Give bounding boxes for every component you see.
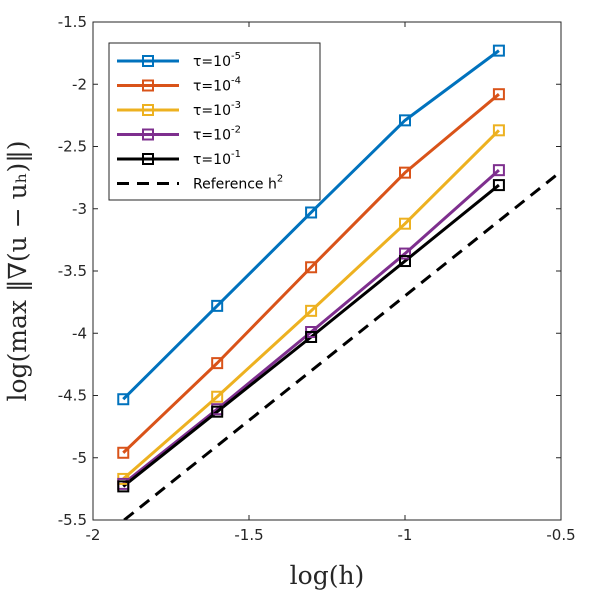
- series-2-marker: [492, 124, 505, 137]
- series-4-marker: [492, 179, 505, 192]
- series-3-marker: [492, 164, 505, 177]
- legend-label-5: Reference h2: [193, 174, 283, 193]
- series-4-marker: [117, 480, 130, 493]
- ticks-layer: -2 -1.5 -1 -0.5 -5.5 -5 -4.5 -4 -3.5 -3 -2.5 -2 -1.5: [58, 13, 576, 544]
- series-1-marker: [117, 446, 130, 459]
- series-1-marker: [492, 88, 505, 101]
- x-tick-label: -2: [86, 526, 101, 544]
- series-layer: [117, 44, 561, 520]
- y-tick-label: -2: [72, 75, 87, 93]
- series-4-marker: [399, 255, 411, 268]
- legend-marker-1: [142, 79, 154, 92]
- series-1-marker: [399, 166, 411, 179]
- legend-label-1: τ=10-4: [193, 76, 241, 95]
- series-0-marker: [492, 44, 505, 57]
- series-1-marker: [305, 261, 318, 274]
- y-tick-label: -2.5: [58, 138, 87, 156]
- series-1-marker: [211, 357, 224, 370]
- series-line-1: [122, 93, 500, 454]
- series-line-0: [122, 49, 500, 401]
- y-tick-label: -4: [72, 324, 87, 342]
- series-3-marker: [399, 247, 411, 260]
- series-4-marker: [305, 330, 318, 343]
- y-axis-label: log(max ‖∇(u − uₕ)‖): [3, 140, 33, 401]
- y-tick-label: -4.5: [58, 387, 87, 405]
- x-axis-label: log(h): [290, 561, 365, 590]
- legend: τ=10-5 τ=10-4 τ=10-3 τ=10-2 τ=10-1 Reference …: [108, 42, 321, 201]
- x-tick-label: -0.5: [546, 526, 575, 544]
- series-2-marker: [399, 217, 411, 230]
- legend-marker-4: [142, 153, 154, 165]
- series-0-marker: [211, 299, 224, 312]
- x-tick-label: -1: [398, 526, 413, 544]
- y-tick-label: -5.5: [58, 511, 87, 529]
- legend-box: [108, 42, 321, 201]
- y-tick-label: -5: [72, 449, 87, 467]
- legend-marker-3: [142, 128, 154, 141]
- legend-label-2: τ=10-3: [193, 100, 241, 119]
- x-tick-label: -1.5: [234, 526, 263, 544]
- legend-label-4: τ=10-1: [193, 149, 241, 168]
- y-tick-label: -1.5: [58, 13, 87, 31]
- series-0-marker: [117, 393, 130, 406]
- series-4-marker: [211, 405, 224, 418]
- legend-marker-0: [142, 55, 154, 67]
- series-0-marker: [305, 206, 318, 219]
- series-line-5: [123, 170, 561, 520]
- legend-label-3: τ=10-2: [193, 125, 241, 144]
- legend-marker-2: [142, 104, 154, 116]
- series-2-marker: [211, 390, 224, 403]
- series-2-marker: [305, 304, 318, 317]
- series-0-marker: [399, 114, 411, 127]
- series-line-2: [122, 129, 500, 481]
- legend-label-0: τ=10-5: [193, 51, 241, 70]
- y-tick-label: -3: [72, 200, 87, 218]
- y-tick-label: -3.5: [58, 262, 87, 280]
